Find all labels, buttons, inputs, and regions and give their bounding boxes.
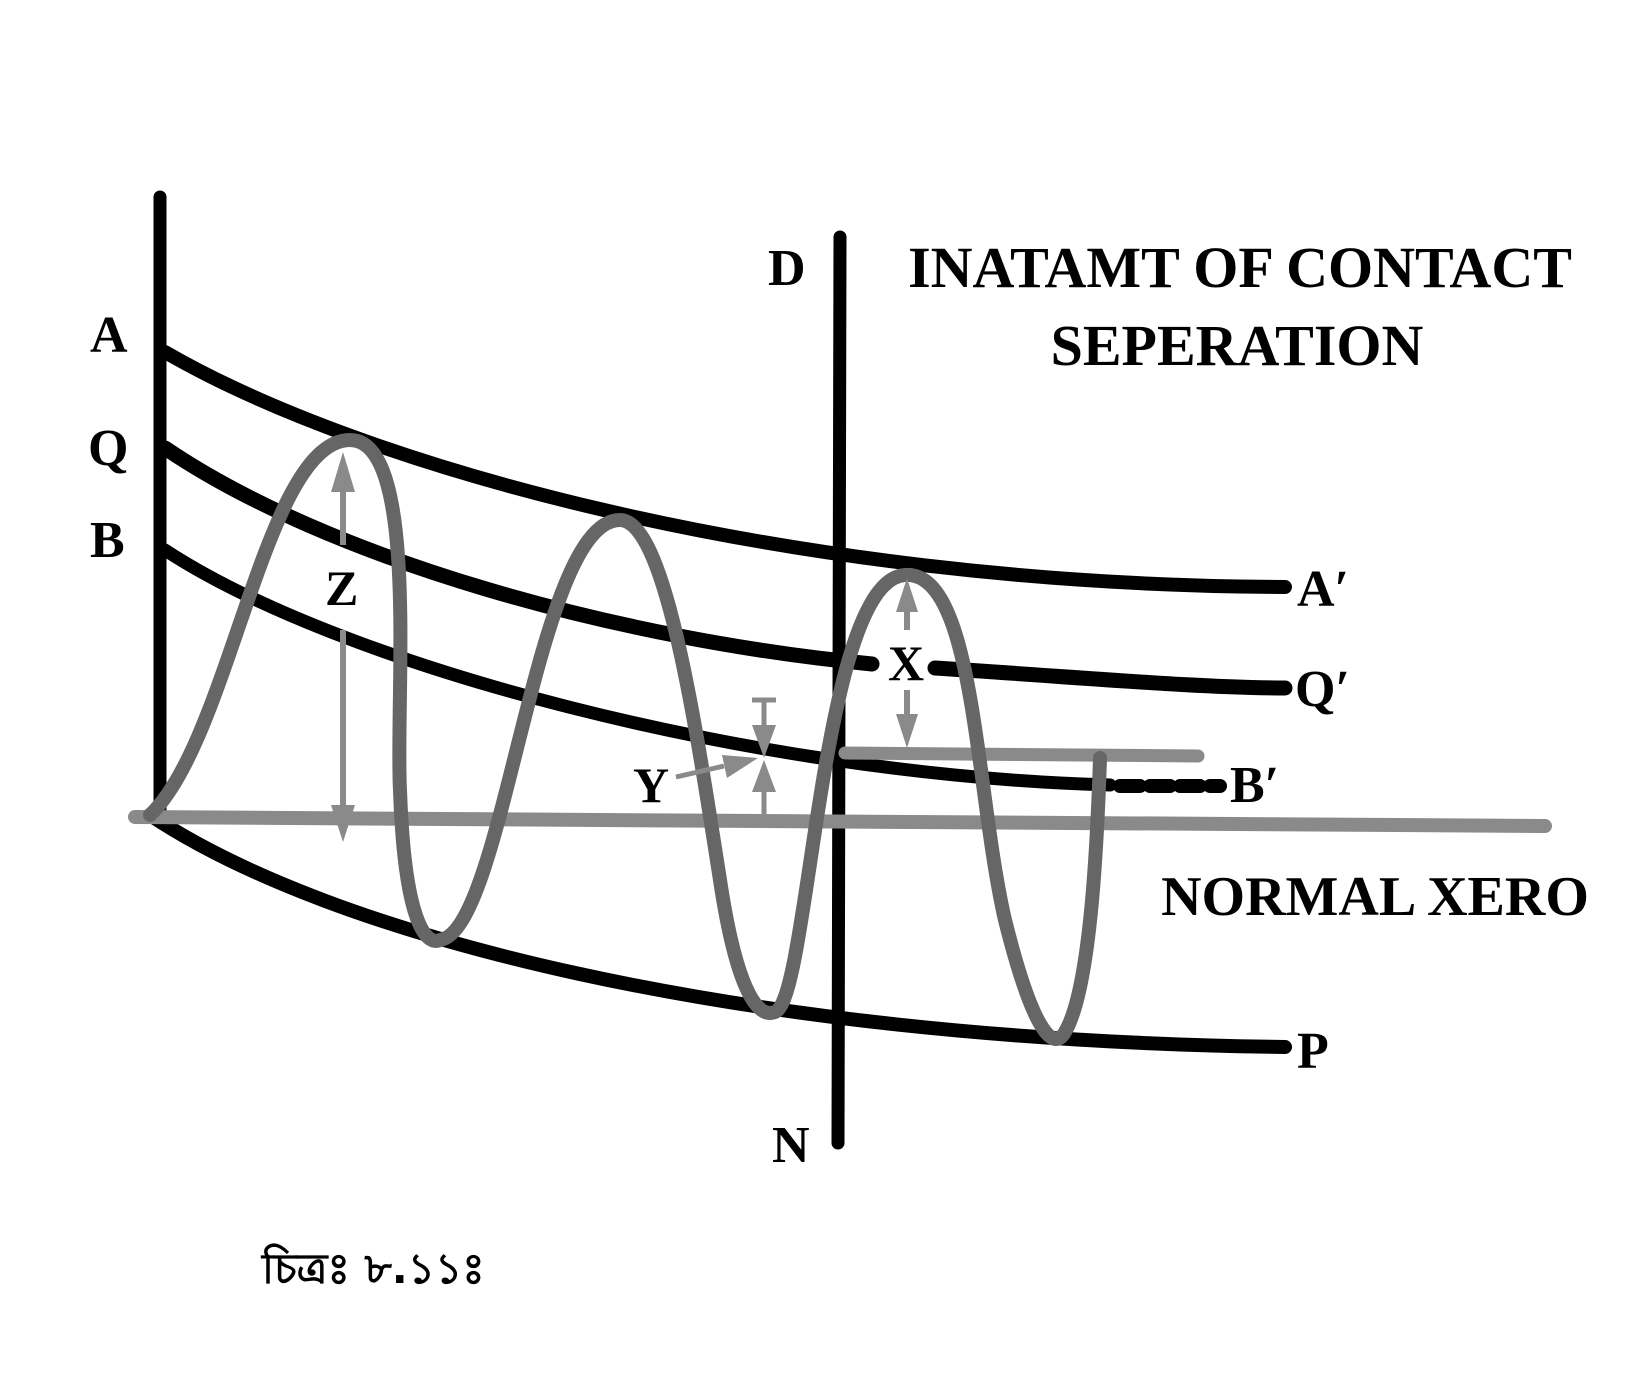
label-x: X: [888, 635, 924, 691]
figure-caption: চিত্রঃ ৮.১১ঃ: [260, 1243, 485, 1293]
oscillating-voltage-wave: [143, 433, 1107, 1046]
y-measure-marker: [675, 697, 776, 815]
title-line-2: SEPERATION: [1051, 313, 1424, 378]
label-a: A: [90, 307, 128, 364]
label-a-prime: A′: [1297, 561, 1349, 618]
label-y: Y: [633, 757, 669, 813]
curve-q-q-prime: [157, 440, 880, 672]
label-q-prime: Q′: [1295, 661, 1350, 718]
normal-zero-line: [128, 810, 1552, 833]
curve-b-b-prime: [158, 543, 1117, 792]
label-p: P: [1297, 1023, 1329, 1080]
label-n: N: [772, 1117, 810, 1174]
label-b-prime: B′: [1230, 757, 1279, 814]
recovery-voltage-guide: [838, 746, 1205, 763]
label-b: B: [90, 512, 125, 569]
x-measure-arrow: [896, 578, 918, 748]
curve-q-q-prime-end: [927, 660, 1293, 696]
label-d: D: [768, 240, 806, 297]
title-line-1: INATAMT OF CONTACT: [908, 235, 1572, 300]
curve-a-a-prime: [158, 345, 1292, 594]
normal-zero-label: NORMAL XERO: [1161, 866, 1589, 928]
label-z: Z: [325, 560, 358, 616]
label-q: Q: [88, 420, 128, 477]
z-measure-arrow: [331, 452, 355, 842]
